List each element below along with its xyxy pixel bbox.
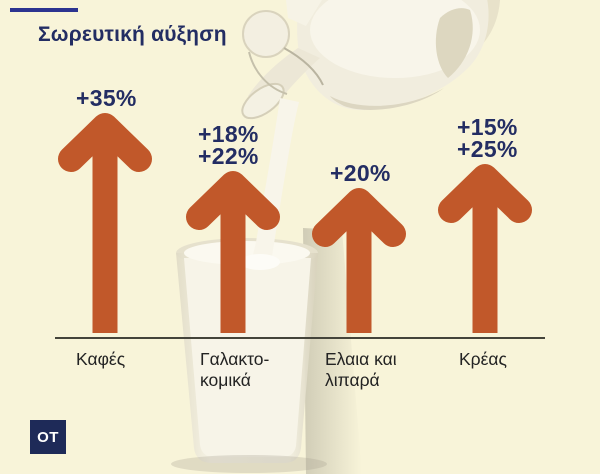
up-arrow-head <box>438 164 532 223</box>
value-label: +20% <box>330 160 391 186</box>
value-label: +18% +22% <box>198 121 259 169</box>
jug-shade-right <box>435 8 473 78</box>
stopper <box>242 10 290 58</box>
glass-shadow <box>303 228 362 474</box>
ot-logo: OT <box>30 420 66 454</box>
category-label: Καφές <box>76 349 126 369</box>
category-label: Κρέας <box>459 349 507 369</box>
value-label: +15% +25% <box>457 114 518 162</box>
up-arrow-head <box>186 171 280 230</box>
category-label: Γαλακτο- κομικά <box>200 349 270 390</box>
jug-highlight <box>310 0 480 78</box>
stopper-wire-2 <box>248 51 288 95</box>
value-label: +35% <box>76 85 137 111</box>
page-title: Σωρευτική αύξηση <box>38 23 227 46</box>
jug-spout <box>241 82 285 120</box>
milk-in-glass <box>184 258 311 457</box>
glass-bottom-shadow <box>171 455 327 473</box>
axis-baseline <box>55 337 545 339</box>
title-accent-bar <box>10 8 78 12</box>
stopper-wire-1 <box>283 47 324 86</box>
up-arrow-head <box>58 113 152 172</box>
jug-shade-bottom <box>330 88 444 110</box>
category-label: Ελαια και λιπαρά <box>325 349 397 390</box>
up-arrow-head <box>312 188 406 247</box>
stream-splash <box>240 254 280 270</box>
stopper-top-piece <box>286 0 322 26</box>
